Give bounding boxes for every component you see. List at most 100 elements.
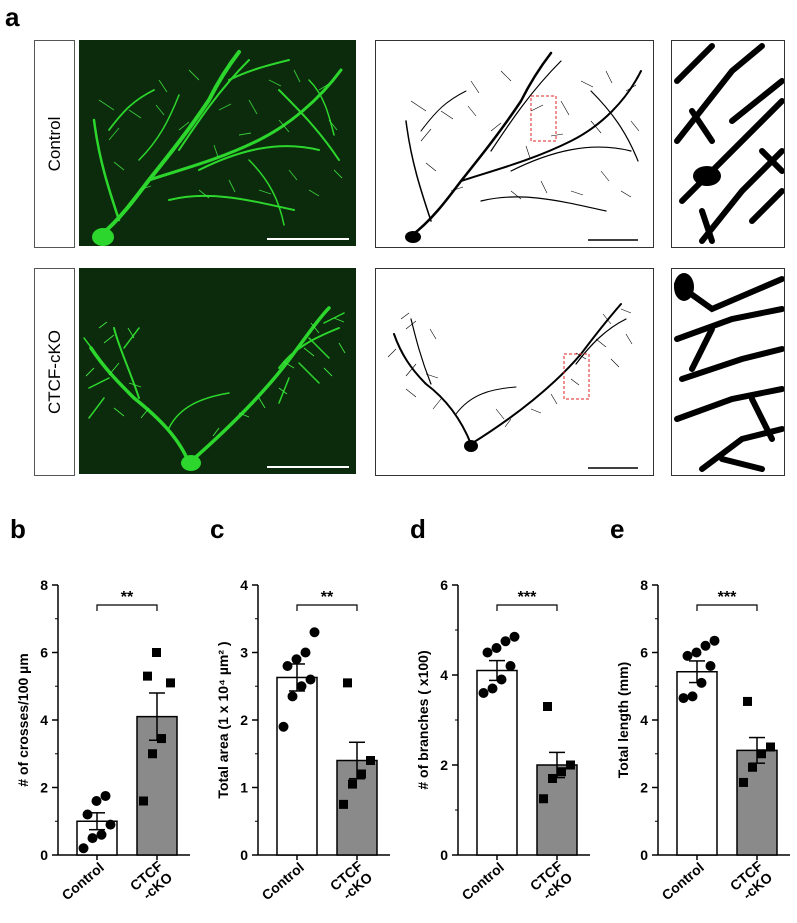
data-point [505, 661, 516, 671]
y-tick-label: 4 [440, 667, 448, 683]
data-point [305, 674, 316, 685]
data-point [166, 678, 175, 688]
significance-bracket [496, 604, 558, 611]
x-tick-label-line: Control [259, 859, 307, 903]
zoom-region-box [563, 353, 590, 400]
data-point [148, 749, 157, 759]
micrograph-ctcf-cko [79, 268, 356, 474]
x-tick-label-ctcf-cko: CTCF-cKO [327, 857, 376, 905]
y-tick-label: 2 [440, 757, 448, 773]
zoom-region-box [530, 95, 557, 142]
micrograph-control [79, 40, 356, 246]
data-point [766, 742, 775, 752]
data-point [509, 631, 520, 642]
y-tick-label: 6 [440, 577, 448, 593]
data-point [287, 691, 298, 702]
chart-c: c 0 1 2 3 4 Total area (1 x 10⁴ µm² ) Control CT… [210, 514, 390, 905]
significance-bracket [96, 604, 158, 611]
data-point [282, 661, 293, 671]
data-point [705, 661, 716, 671]
data-point [100, 790, 111, 801]
data-point [739, 777, 748, 787]
data-point [496, 674, 507, 685]
data-point [139, 796, 148, 806]
zoom-tracing-ctcf-cko [674, 273, 784, 472]
significance-bracket [696, 604, 758, 611]
data-point [682, 650, 693, 661]
data-point [152, 648, 161, 657]
significance-label: ** [321, 589, 334, 606]
row-label-ctcf-cko: CTCF-cKO [34, 268, 75, 476]
chart-e: e 0 2 4 6 8 Total length (mm) Control CTCF-cKO **… [610, 514, 790, 903]
panel-letter-e: e [610, 514, 624, 544]
purkinje-micrograph-control [92, 50, 349, 246]
x-tick-label-ctcf-cko: CTCF-cKO [527, 857, 576, 905]
y-tick-label: 8 [640, 577, 648, 593]
y-axis-label: # of branches ( x100) [415, 650, 431, 789]
y-tick-label: 3 [240, 645, 248, 661]
x-tick-label-control: Control [259, 859, 307, 903]
data-point [548, 774, 557, 783]
x-tick-label-control: Control [59, 859, 107, 903]
significance-bracket [296, 604, 358, 611]
y-tick-label: 6 [40, 645, 48, 661]
data-point [309, 627, 320, 638]
tracing-ctcf-cko [375, 268, 654, 476]
data-point [348, 779, 357, 789]
data-point [687, 691, 698, 702]
y-tick-label: 2 [40, 780, 48, 796]
chart-d: d 0 2 4 6 # of branches ( x100) Control CTCF-cK… [410, 514, 590, 905]
y-tick-label: 1 [240, 780, 248, 796]
data-point [700, 640, 711, 651]
data-point [691, 647, 702, 658]
data-point [748, 762, 757, 772]
data-point [96, 829, 107, 840]
zoom-tracing-control [674, 43, 784, 244]
y-tick-label: 2 [240, 712, 248, 728]
x-tick-label-ctcf-cko: CTCF-cKO [127, 857, 176, 905]
data-point [78, 843, 89, 854]
purkinje-tracing-ctcf-cko [387, 303, 638, 469]
data-point [757, 749, 766, 759]
data-point [291, 654, 302, 665]
data-point [91, 796, 102, 806]
data-point [343, 678, 352, 688]
x-tick-label-line: Control [59, 859, 107, 903]
y-tick-label: 0 [240, 847, 248, 863]
significance-label: ** [121, 589, 134, 606]
x-tick-label-line: Control [459, 859, 507, 903]
data-point [539, 794, 548, 804]
y-tick-label: 4 [40, 712, 48, 728]
data-point [296, 681, 307, 692]
data-point [105, 819, 116, 830]
significance-label: *** [518, 589, 537, 606]
panel-letter-b: b [10, 514, 26, 544]
y-tick-label: 2 [640, 780, 648, 796]
data-point [696, 677, 707, 688]
purkinje-tracing-control [405, 51, 642, 243]
data-point [678, 693, 689, 704]
data-point [157, 734, 166, 744]
zoom-ctcf-cko [671, 268, 785, 476]
data-point [566, 760, 575, 770]
bar-control [276, 676, 318, 856]
data-point [357, 769, 366, 779]
y-axis-label: Total area (1 x 10⁴ µm² ) [215, 641, 231, 798]
x-tick-label-control: Control [659, 859, 707, 903]
y-tick-label: 6 [640, 645, 648, 661]
y-tick-label: 4 [640, 712, 648, 728]
panel-letter-d: d [410, 514, 426, 544]
y-tick-label: 0 [40, 847, 48, 863]
data-point [709, 635, 720, 646]
y-axis-label: Total length (mm) [615, 662, 631, 778]
data-point [491, 643, 502, 653]
chart-b: b 0 2 4 6 8 # of crosses/100 µm Control CTCF-cKO… [10, 514, 190, 905]
y-tick-label: 4 [240, 577, 248, 593]
data-point [482, 647, 493, 658]
x-tick-label-control: Control [459, 859, 507, 903]
row-label-ctcf-cko-text: CTCF-cKO [44, 329, 64, 415]
data-point [143, 671, 152, 681]
data-point [478, 688, 489, 698]
data-point [743, 696, 752, 706]
zoom-control [671, 40, 785, 248]
